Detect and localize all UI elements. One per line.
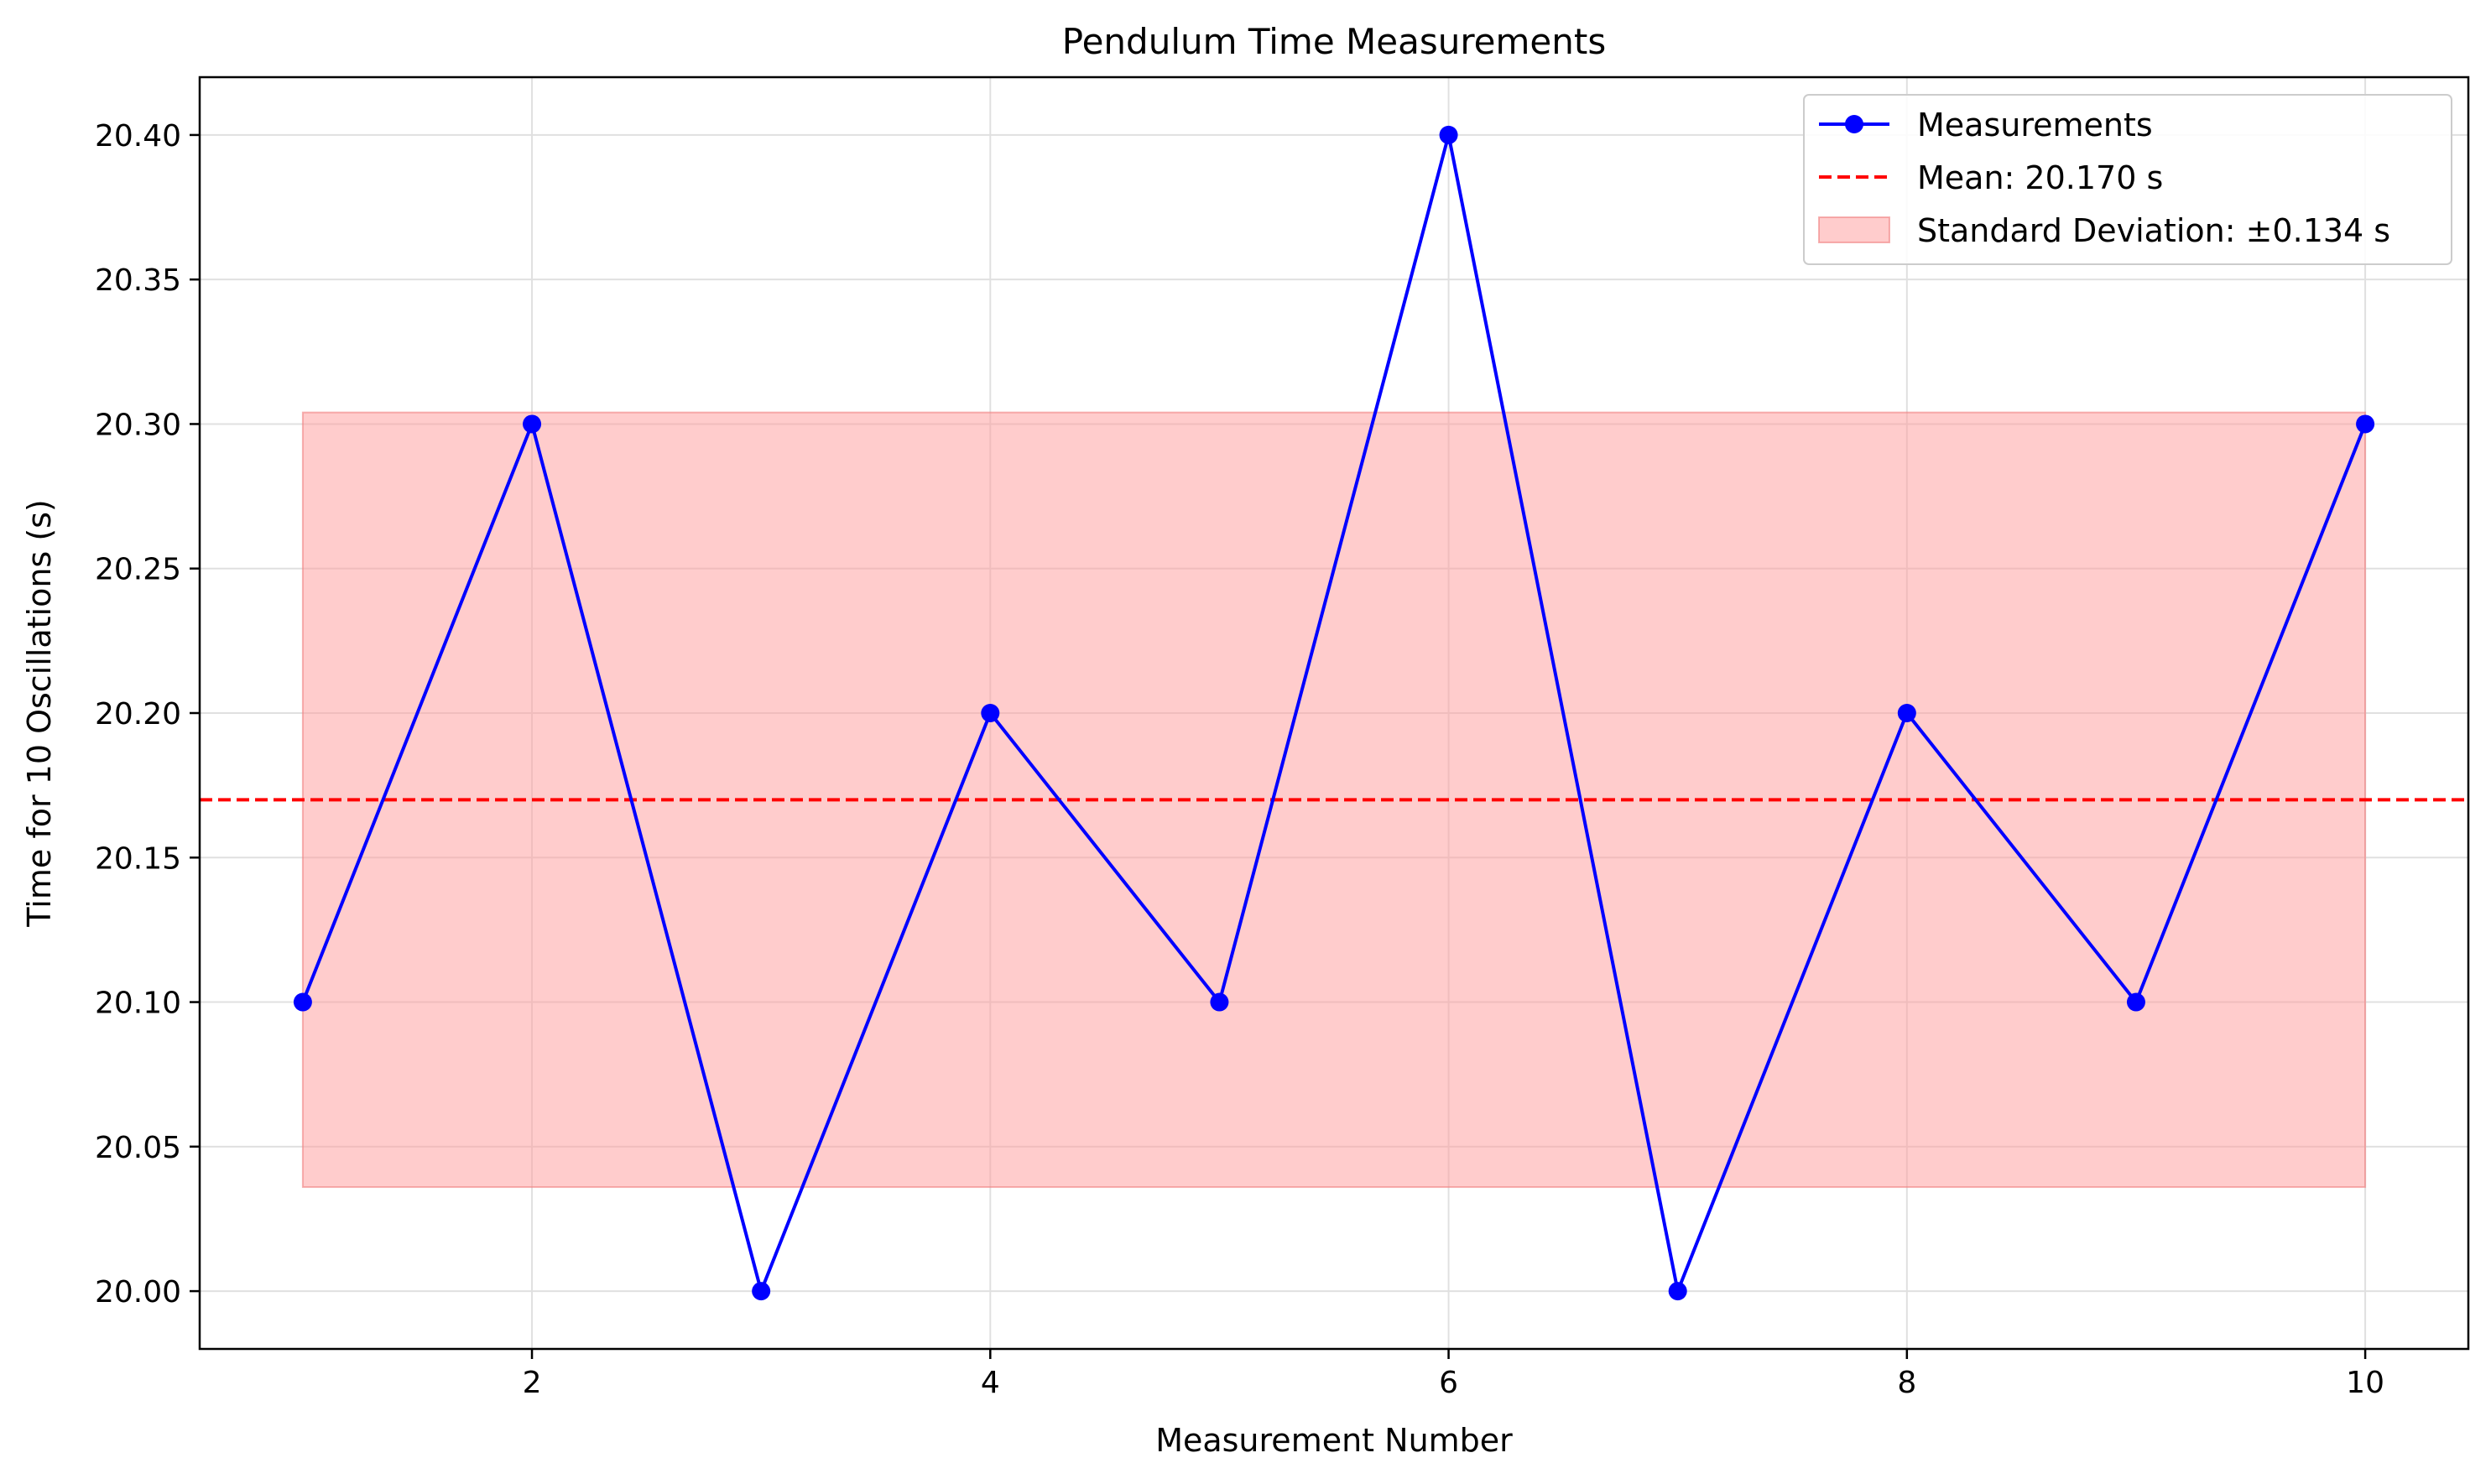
legend-mean-label: Mean: 20.170 s <box>1917 159 2163 196</box>
y-tick-label: 20.35 <box>95 263 181 298</box>
legend-series-marker <box>1845 115 1863 133</box>
y-tick-label: 20.05 <box>95 1131 181 1165</box>
y-tick-label: 20.10 <box>95 987 181 1021</box>
series-line <box>301 133 2367 1294</box>
data-point <box>981 704 1000 722</box>
legend-std-label: Standard Deviation: ±0.134 s <box>1917 212 2390 249</box>
data-point <box>293 992 312 1012</box>
y-tick-label: 20.00 <box>95 1275 181 1310</box>
data-point <box>523 414 542 434</box>
legend-box <box>1803 94 2452 265</box>
data-point <box>1897 704 1916 722</box>
chart-title: Pendulum Time Measurements <box>1062 21 1606 62</box>
data-point <box>752 1282 771 1301</box>
data-point <box>1439 125 1458 144</box>
data-point <box>1210 992 1229 1012</box>
plot-area: 2 4 6 8 10 20.00 20.05 20.10 20.15 20.20 20.25 20.3… <box>95 76 2470 1400</box>
legend: Measurements Mean: 20.170 s Standard Devia… <box>1803 94 2452 265</box>
y-tick-label: 20.15 <box>95 841 181 876</box>
x-tick-label: 10 <box>2346 1366 2384 1400</box>
y-tick-label: 20.40 <box>95 119 181 154</box>
x-tick-label: 4 <box>981 1366 1000 1400</box>
legend-std-swatch <box>1818 216 1890 243</box>
data-point <box>1668 1282 1687 1301</box>
x-tick-label: 6 <box>1439 1366 1458 1400</box>
y-tick-label: 20.25 <box>95 553 181 587</box>
y-tick-label: 20.20 <box>95 697 181 732</box>
x-tick-label: 2 <box>523 1366 542 1400</box>
data-point <box>2126 992 2145 1012</box>
legend-series-label: Measurements <box>1917 107 2153 143</box>
y-axis-label: Time for 10 Oscillations (s) <box>21 499 58 928</box>
x-axis-label: Measurement Number <box>1155 1422 1513 1459</box>
y-tick-label: 20.30 <box>95 408 181 442</box>
data-point <box>2356 414 2375 434</box>
x-tick-label: 8 <box>1897 1366 1916 1400</box>
